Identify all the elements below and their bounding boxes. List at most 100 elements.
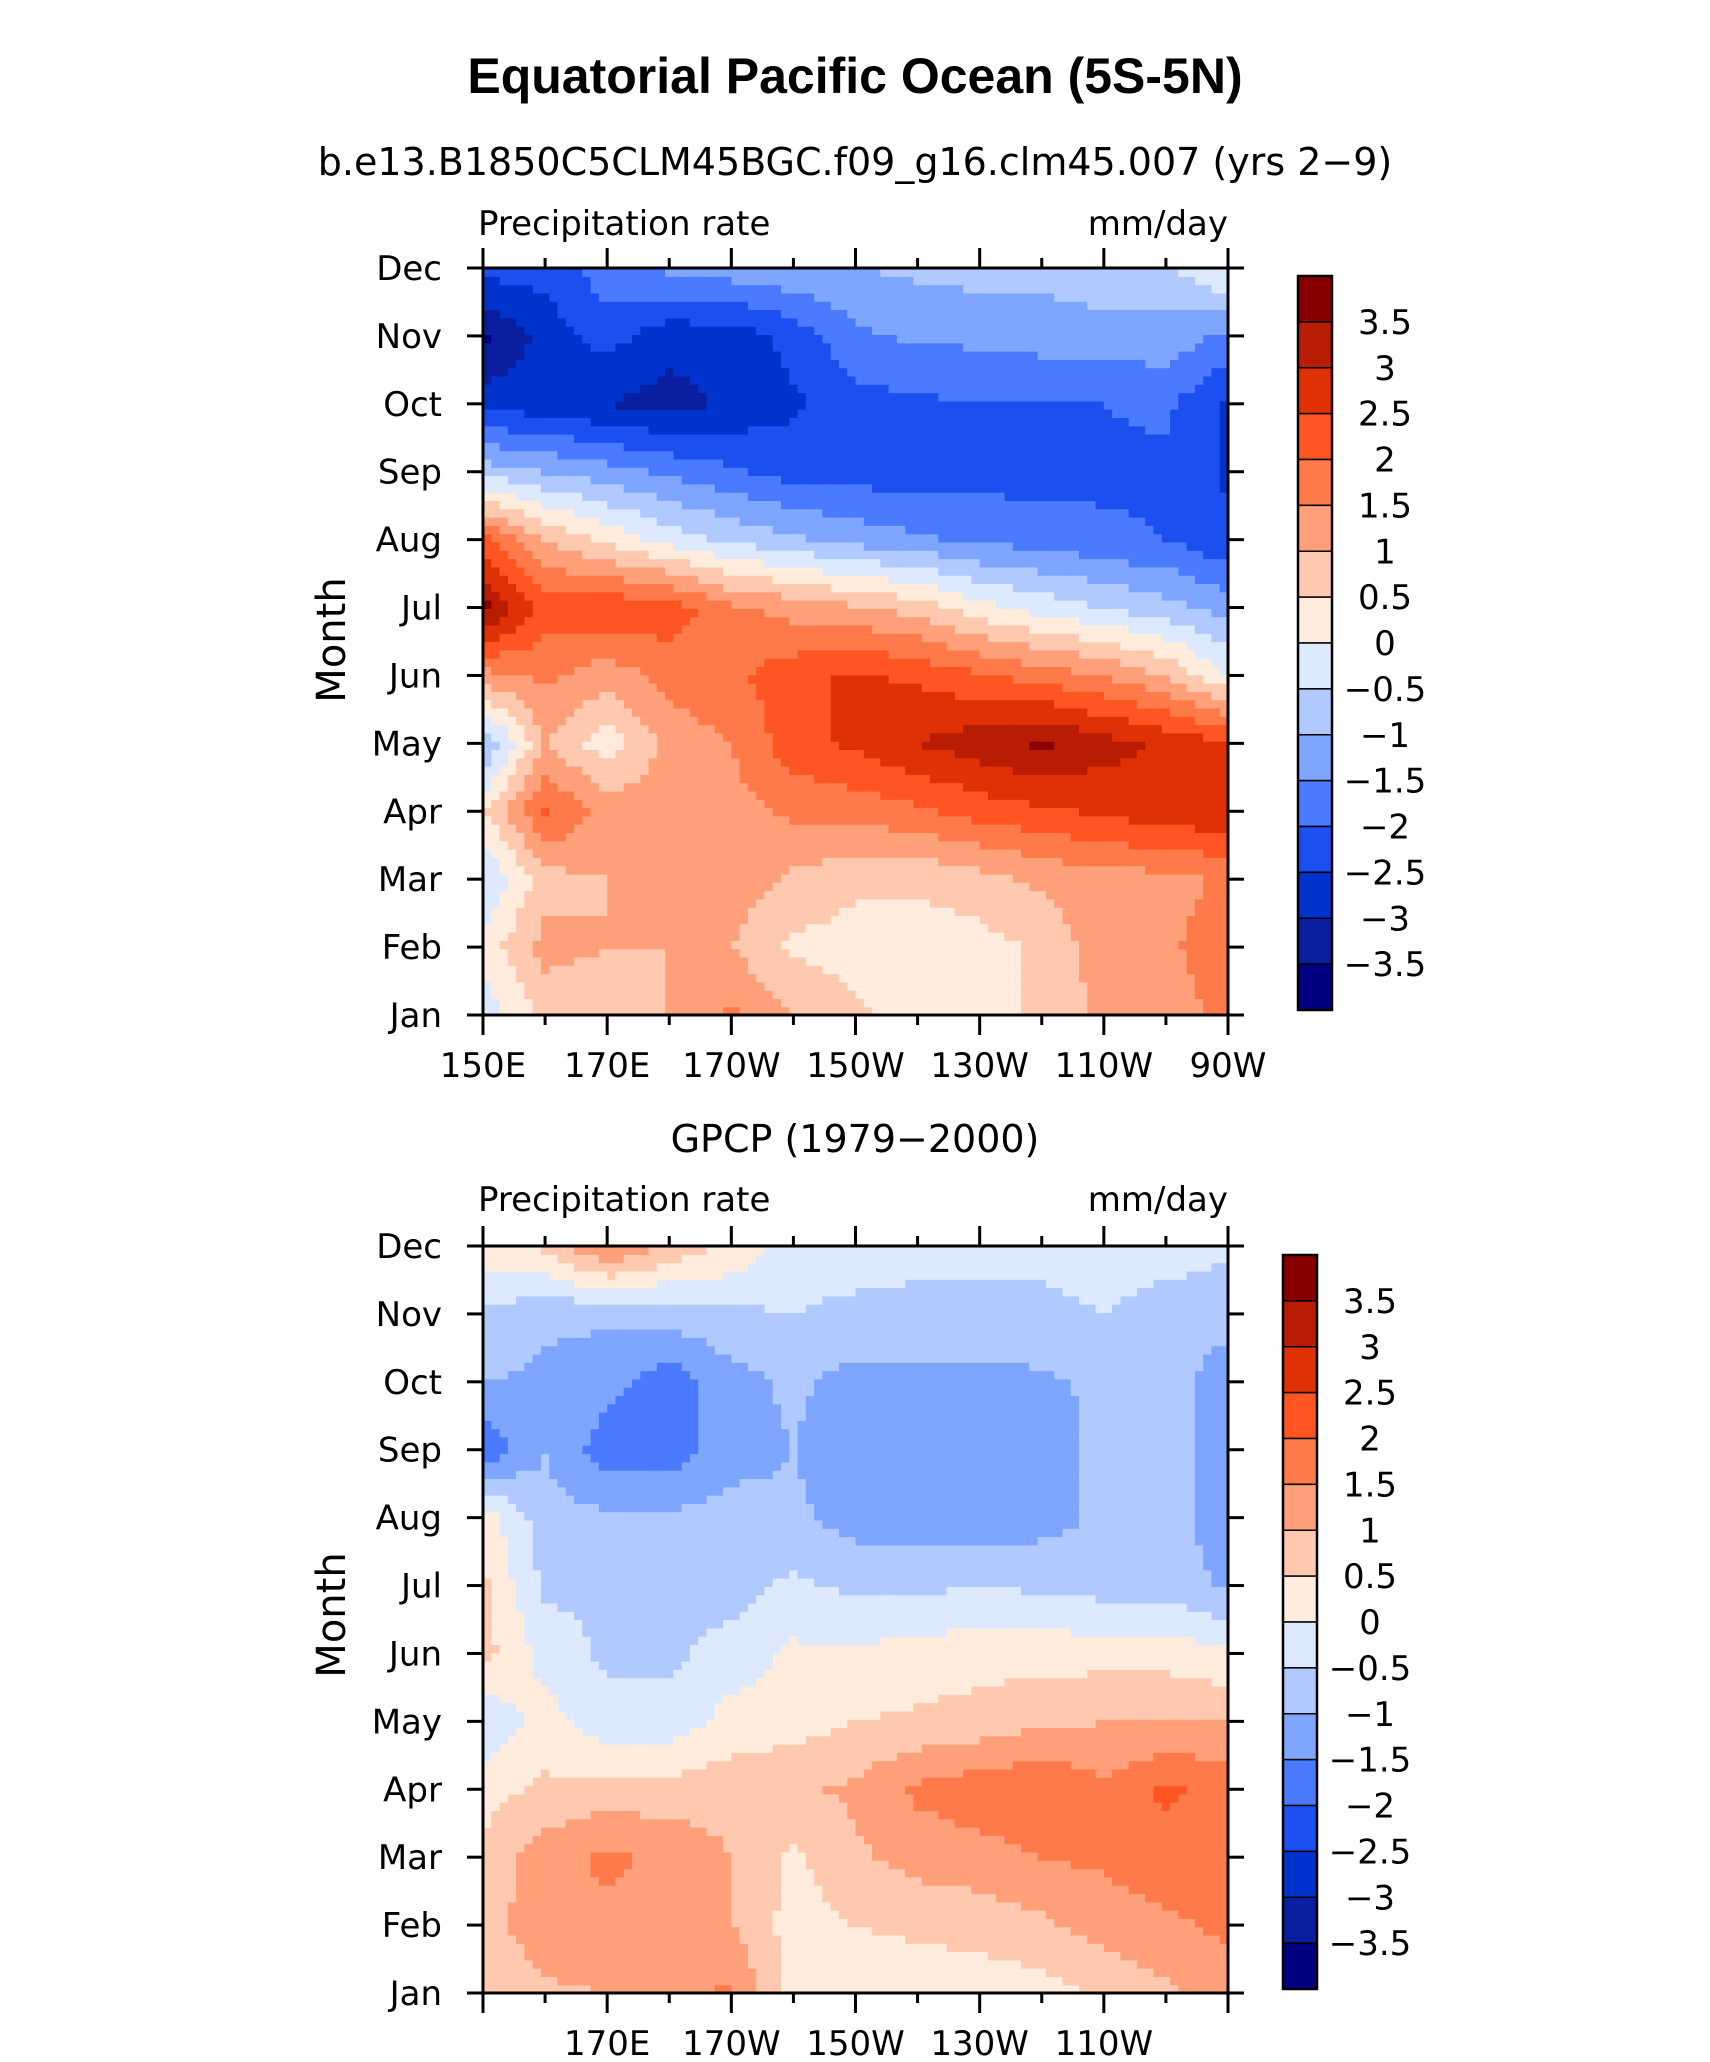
field-cell (524, 940, 534, 950)
field-cell (706, 948, 716, 958)
field-cell (723, 882, 732, 892)
field-cell (1112, 699, 1121, 709)
field-cell (640, 799, 650, 809)
field-cell (963, 633, 972, 643)
field-cell (1021, 624, 1030, 634)
field-cell (888, 707, 898, 717)
field-cell (1062, 782, 1072, 792)
field-cell (979, 840, 989, 850)
field-cell (615, 732, 625, 742)
field-cell (532, 965, 542, 975)
field-cell (772, 973, 782, 983)
field-cell (847, 583, 857, 593)
field-cell (491, 624, 501, 634)
field-cell (516, 824, 525, 833)
field-cell (632, 865, 641, 875)
field-cell (1136, 890, 1146, 900)
field-cell (847, 956, 857, 966)
field-cell (524, 774, 534, 784)
field-cell (847, 691, 857, 701)
field-cell (1112, 1006, 1121, 1015)
field-cell (1128, 600, 1138, 609)
field-cell (847, 666, 857, 676)
field-cell (698, 998, 708, 1008)
field-cell (789, 550, 799, 560)
field-cell (847, 624, 857, 634)
field-cell (1087, 973, 1097, 983)
field-cell (1103, 658, 1113, 667)
field-cell (838, 716, 848, 726)
field-cell (665, 741, 674, 750)
field-cell (640, 566, 650, 576)
field-cell (1120, 774, 1130, 784)
field-cell (731, 807, 741, 817)
field-cell (838, 583, 848, 593)
field-cell (863, 932, 873, 941)
field-cell (921, 948, 931, 958)
field-cell (747, 550, 757, 560)
field-cell (1161, 749, 1171, 759)
field-cell (971, 691, 981, 701)
field-cell (888, 932, 898, 941)
field-cell (1021, 674, 1030, 684)
field-cell (524, 749, 534, 759)
field-cell (1095, 857, 1105, 867)
field-cell (1161, 600, 1171, 609)
field-cell (1112, 998, 1121, 1008)
field-cell (764, 990, 774, 999)
field-cell (524, 658, 534, 667)
field-cell (830, 965, 840, 975)
field-cell (1029, 724, 1039, 734)
field-cell (640, 666, 650, 676)
field-cell (921, 674, 931, 684)
field-cell (1178, 766, 1188, 775)
field-cell (615, 683, 625, 692)
field-cell (847, 649, 857, 659)
field-cell (764, 824, 774, 833)
field-cell (1194, 716, 1204, 726)
field-cell (747, 865, 757, 875)
field-cell (665, 774, 674, 784)
field-cell (723, 616, 732, 626)
field-cell (1037, 840, 1047, 850)
field-cell (499, 882, 509, 892)
field-cell (1070, 558, 1080, 568)
field-cell (1219, 824, 1228, 833)
field-cell (656, 608, 666, 618)
field-cell (963, 857, 972, 867)
field-cell (615, 649, 625, 659)
field-cell (739, 558, 749, 568)
field-cell (648, 616, 658, 626)
field-cell (1029, 766, 1039, 775)
field-cell (1194, 575, 1204, 584)
field-cell (1145, 624, 1155, 634)
field-cell (838, 600, 848, 609)
field-cell (574, 674, 583, 684)
field-cell (847, 973, 857, 983)
field-cell (1054, 840, 1064, 850)
field-cell (723, 732, 732, 742)
field-cell (632, 965, 641, 975)
field-cell (1211, 824, 1221, 833)
field-cell (1037, 724, 1047, 734)
field-cell (1087, 915, 1097, 925)
field-cell (681, 624, 691, 634)
field-cell (1045, 766, 1055, 775)
field-cell (1103, 732, 1113, 742)
field-cell (499, 990, 509, 999)
field-cell (971, 873, 981, 883)
field-cell (756, 641, 766, 651)
field-cell (847, 873, 857, 883)
field-cell (1062, 932, 1072, 941)
field-cell (855, 790, 865, 800)
field-cell (582, 882, 592, 892)
field-cell (491, 583, 501, 593)
field-cell (987, 616, 997, 626)
field-cell (648, 923, 658, 933)
field-cell (731, 849, 741, 858)
field-cell (805, 873, 815, 883)
field-cell (814, 973, 823, 983)
field-cell (1004, 923, 1014, 933)
field-cell (706, 716, 716, 726)
field-cell (1062, 558, 1072, 568)
